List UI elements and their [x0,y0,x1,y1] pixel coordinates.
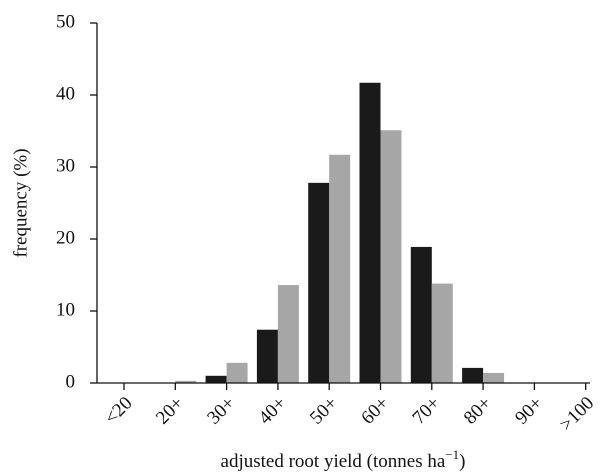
x-axis-label-suffix: ) [459,451,465,472]
x-tick-label: 60+ [357,393,393,429]
x-axis-label-text: adjusted root yield (tonnes ha [221,451,446,472]
x-tick-label: 80+ [460,393,496,429]
bar [410,246,432,383]
x-tick-label: 70+ [409,393,445,429]
bar [277,285,299,383]
x-tick-label: 50+ [306,393,342,429]
bar [483,372,505,383]
bar [226,362,248,383]
bar [380,130,402,383]
bar [175,380,197,383]
x-tick-label: 30+ [203,393,239,429]
y-tick-label: 50 [56,11,75,32]
x-axis-label: adjusted root yield (tonnes ha−1) [221,447,466,472]
bar [329,154,351,383]
y-tick-label: 20 [56,227,75,248]
y-axis-label: frequency (%) [10,148,31,257]
bar [205,375,227,383]
x-tick-label: >100 [556,393,599,436]
x-axis-label-superscript: −1 [445,447,459,462]
bar [308,182,330,383]
x-tick-label: <20 [101,393,137,429]
y-tick-label: 40 [56,83,75,104]
y-tick-label: 10 [56,299,75,320]
bar [256,329,278,383]
x-tick-label: 90+ [511,393,547,429]
x-tick-label: 20+ [152,393,188,429]
x-tick-label: 40+ [255,393,291,429]
bar [359,82,381,383]
y-tick-label: 30 [56,155,75,176]
bar [431,283,453,383]
bar [462,367,484,383]
y-tick-label: 0 [66,371,76,392]
